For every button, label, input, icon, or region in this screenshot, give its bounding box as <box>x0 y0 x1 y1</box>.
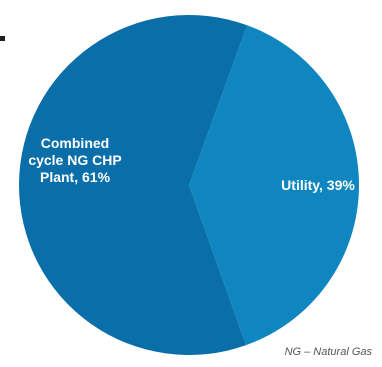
slice-label-combined-cycle-ng-chp-plant: Combined cycle NG CHP Plant, 61% <box>28 135 121 185</box>
corner-marker <box>0 36 5 41</box>
slice-label-line: Utility, 39% <box>281 177 355 193</box>
pie-slice-combined-cycle-ng-chp-plant <box>19 15 248 356</box>
slice-label-line: Combined <box>41 135 109 151</box>
pie-slice-utility <box>189 25 360 346</box>
chart-footnote: NG – Natural Gas <box>284 346 372 358</box>
slice-label-line: Plant, 61% <box>40 169 111 185</box>
slice-label-line: cycle NG CHP <box>28 152 121 168</box>
pie-labels: Utility, 39% Combined cycle NG CHP Plant, 6… <box>28 135 355 193</box>
slice-label-utility: Utility, 39% <box>281 177 355 193</box>
pie-slices <box>19 15 360 356</box>
